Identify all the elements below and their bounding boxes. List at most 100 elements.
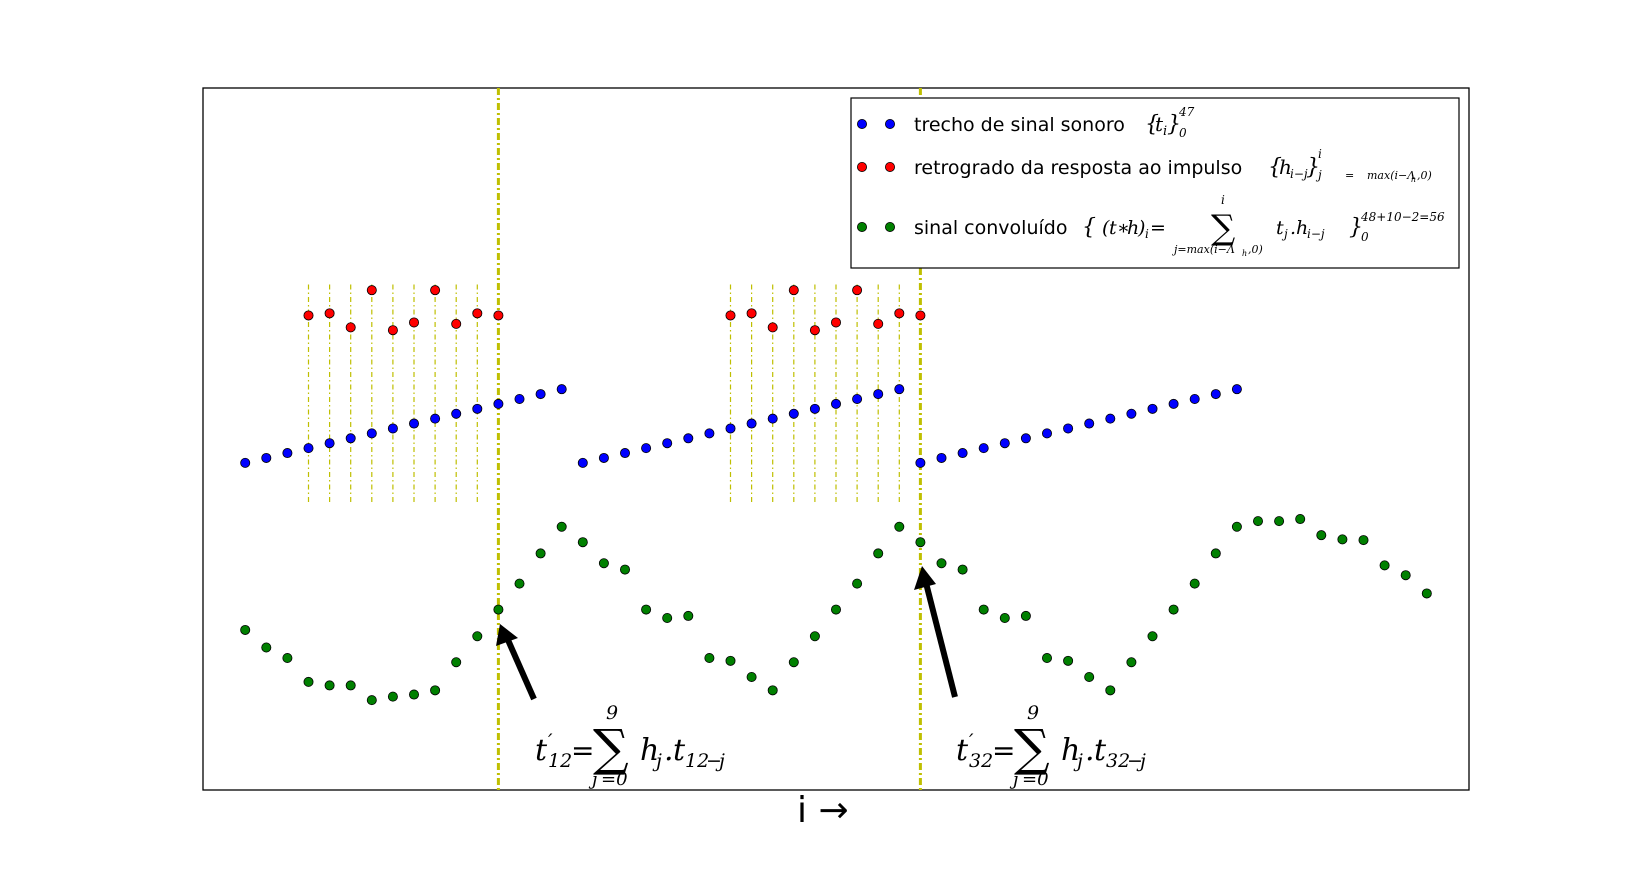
signal-point bbox=[1126, 408, 1137, 419]
impulse-point bbox=[345, 322, 356, 333]
svg-text:=: = bbox=[1345, 169, 1354, 182]
legend-math-signal: { t i } 47 0 bbox=[1145, 105, 1195, 140]
signal-point bbox=[831, 398, 842, 409]
svg-text:∗: ∗ bbox=[1117, 217, 1130, 239]
conv-point bbox=[1231, 521, 1242, 532]
annotation-arrow-12 bbox=[496, 624, 537, 701]
svg-text:j: j bbox=[1136, 750, 1146, 772]
svg-text:=0: =0 bbox=[1022, 769, 1049, 790]
svg-text:t: t bbox=[956, 733, 969, 768]
signal-point bbox=[1042, 428, 1053, 439]
signal-point bbox=[366, 428, 377, 439]
signal-point bbox=[345, 433, 356, 444]
svg-text:{: { bbox=[1268, 155, 1282, 180]
signal-point bbox=[1189, 393, 1200, 404]
conv-point bbox=[514, 578, 525, 589]
signal-point bbox=[430, 413, 441, 424]
signal-point bbox=[1084, 418, 1095, 429]
svg-text:i: i bbox=[1145, 227, 1149, 241]
signal-point bbox=[999, 438, 1010, 449]
svg-text:{: { bbox=[1082, 215, 1096, 240]
conv-point bbox=[430, 685, 441, 696]
svg-text:.: . bbox=[1290, 217, 1296, 239]
svg-text:i: i bbox=[1163, 124, 1167, 139]
svg-text:48+10−2=56: 48+10−2=56 bbox=[1360, 210, 1445, 224]
conv-point bbox=[261, 642, 272, 653]
conv-point bbox=[683, 610, 694, 621]
svg-text:h: h bbox=[640, 733, 659, 768]
conv-point bbox=[999, 613, 1010, 624]
signal-point bbox=[493, 398, 504, 409]
conv-point bbox=[1400, 570, 1411, 581]
svg-text:t: t bbox=[535, 733, 548, 768]
signal-point bbox=[240, 457, 251, 468]
signal-point bbox=[472, 403, 483, 414]
conv-point bbox=[1316, 530, 1327, 541]
conv-point bbox=[556, 521, 567, 532]
signal-point bbox=[261, 452, 272, 463]
impulse-point bbox=[788, 285, 799, 296]
signal-point bbox=[535, 389, 546, 400]
legend: trecho de sinal sonoro { t i } 47 0 retr… bbox=[850, 97, 1460, 269]
svg-text:i: i bbox=[1221, 193, 1225, 207]
svg-text:): ) bbox=[1137, 217, 1145, 239]
impulse-point bbox=[493, 310, 504, 321]
annotation-arrows bbox=[496, 566, 958, 701]
svg-text:max(i−Λ: max(i−Λ bbox=[1367, 169, 1415, 182]
signal-point bbox=[894, 384, 905, 395]
svg-text:,0): ,0) bbox=[1417, 169, 1432, 182]
svg-text:j: j bbox=[1009, 769, 1019, 790]
svg-text:(: ( bbox=[1102, 217, 1110, 239]
svg-text:j: j bbox=[1315, 168, 1322, 182]
conv-point bbox=[1379, 560, 1390, 571]
signal-point bbox=[936, 452, 947, 463]
conv-point bbox=[1421, 588, 1432, 599]
conv-point bbox=[746, 671, 757, 682]
conv-point bbox=[641, 604, 652, 615]
conv-point bbox=[1274, 516, 1285, 527]
signal-point bbox=[282, 448, 293, 459]
impulse-point bbox=[451, 318, 462, 329]
conv-point bbox=[1253, 516, 1264, 527]
svg-text:j: j bbox=[588, 769, 598, 790]
annotation-formula-12: t ′ 12 = ∑ 9 j =0 h j . t 12 − j bbox=[535, 702, 725, 790]
svg-text:t: t bbox=[1094, 733, 1107, 768]
signal-point bbox=[577, 457, 588, 468]
conv-point bbox=[282, 653, 293, 664]
svg-text:t: t bbox=[1276, 217, 1284, 239]
conv-point bbox=[704, 653, 715, 664]
conv-point bbox=[767, 685, 778, 696]
impulse-point bbox=[831, 317, 842, 328]
conv-point bbox=[809, 631, 820, 642]
svg-text:}: } bbox=[1349, 215, 1363, 240]
conv-point bbox=[1168, 604, 1179, 615]
signal-point bbox=[809, 403, 820, 414]
svg-text:−: − bbox=[706, 750, 722, 772]
conv-point bbox=[978, 604, 989, 615]
conv-point bbox=[957, 564, 968, 575]
svg-text:9: 9 bbox=[1027, 702, 1039, 724]
conv-point bbox=[1210, 548, 1221, 559]
legend-label-impulse: retrogrado da resposta ao impulso bbox=[914, 157, 1242, 179]
svg-text:h: h bbox=[1296, 217, 1308, 239]
svg-text:i−j: i−j bbox=[1290, 167, 1308, 181]
svg-text:i−j: i−j bbox=[1307, 227, 1325, 241]
data-points bbox=[240, 285, 1432, 706]
conv-point bbox=[324, 680, 335, 691]
signal-point bbox=[451, 408, 462, 419]
svg-text:32: 32 bbox=[1106, 750, 1130, 772]
conv-point bbox=[852, 578, 863, 589]
signal-point bbox=[873, 389, 884, 400]
svg-text:}: } bbox=[1167, 112, 1181, 137]
conv-point bbox=[408, 689, 419, 700]
conv-point bbox=[894, 521, 905, 532]
svg-text:12: 12 bbox=[685, 750, 709, 772]
conv-point bbox=[366, 695, 377, 706]
svg-text:t: t bbox=[673, 733, 686, 768]
svg-text:=: = bbox=[1150, 217, 1166, 239]
legend-label-conv: sinal convoluído bbox=[914, 217, 1067, 239]
svg-text:12: 12 bbox=[548, 750, 572, 772]
impulse-point bbox=[472, 308, 483, 319]
svg-text:0: 0 bbox=[1179, 126, 1187, 140]
signal-point bbox=[662, 438, 673, 449]
